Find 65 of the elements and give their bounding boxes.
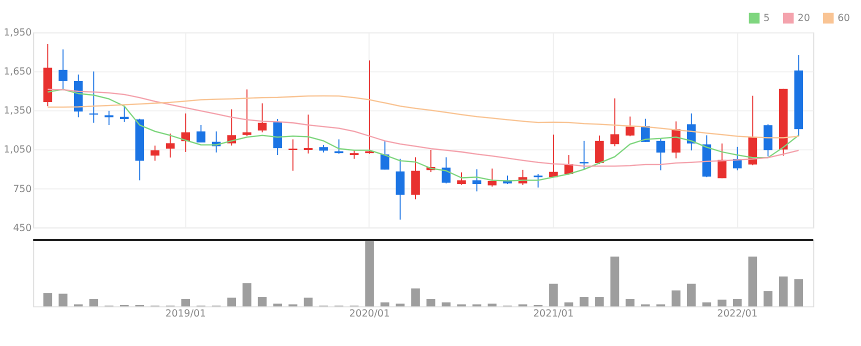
bar — [89, 299, 98, 306]
bar — [442, 302, 451, 306]
bar — [258, 297, 267, 306]
bar — [380, 302, 390, 306]
bar — [411, 288, 420, 306]
bar — [672, 290, 680, 306]
candlestick — [718, 142, 726, 179]
bar — [242, 283, 252, 306]
bar — [732, 299, 742, 306]
bar — [595, 297, 604, 306]
candlestick — [242, 88, 252, 137]
bar — [426, 299, 436, 306]
bar — [702, 302, 712, 306]
bar — [794, 279, 804, 306]
candlestick — [58, 48, 68, 90]
candlestick — [488, 168, 497, 188]
x-tick-label: 2021/01 — [533, 308, 574, 320]
candlestick — [534, 174, 543, 188]
legend-label: 20 — [798, 13, 810, 24]
bar — [273, 304, 282, 306]
candlestick — [472, 168, 482, 192]
candlestick — [457, 172, 466, 186]
bar — [610, 256, 620, 306]
bar — [580, 297, 588, 306]
candlestick — [396, 158, 405, 220]
bar — [488, 304, 497, 306]
legend-label: 5 — [763, 13, 770, 24]
bar — [748, 256, 758, 306]
y-tick-label: 1,650 — [4, 66, 32, 78]
candlestick — [380, 140, 390, 170]
bar — [396, 304, 405, 306]
candlestick — [656, 138, 666, 171]
candlestick — [288, 138, 298, 172]
candlestick — [196, 124, 206, 143]
x-tick-label: 2022/01 — [717, 308, 758, 320]
bar — [778, 276, 788, 306]
candlestick — [304, 114, 313, 154]
bar — [43, 293, 52, 306]
bar — [365, 240, 374, 306]
bar — [626, 299, 634, 306]
bar — [764, 291, 772, 306]
y-tick-label: 450 — [13, 222, 32, 234]
bar — [549, 284, 558, 306]
y-tick-label: 1,350 — [4, 106, 32, 117]
candlestick — [626, 116, 634, 137]
legend-label: 60 — [838, 13, 850, 24]
candlestick — [595, 135, 604, 165]
bar — [564, 302, 574, 306]
bar — [181, 299, 190, 306]
bar — [718, 300, 726, 306]
candlestick — [150, 145, 160, 162]
candlestick — [580, 140, 588, 170]
x-tick-label: 2020/01 — [349, 308, 390, 320]
candlestick — [258, 102, 267, 133]
bar — [58, 294, 68, 306]
y-tick-label: 750 — [13, 184, 32, 195]
y-tick-label: 1,950 — [4, 28, 32, 39]
x-tick-label: 2019/01 — [165, 308, 206, 320]
bar — [227, 298, 236, 306]
candlestick — [610, 98, 620, 147]
y-tick-label: 1,050 — [4, 144, 32, 156]
bar — [304, 298, 313, 306]
candlestick — [672, 120, 680, 159]
candlestick — [166, 133, 175, 158]
bar — [686, 284, 696, 306]
